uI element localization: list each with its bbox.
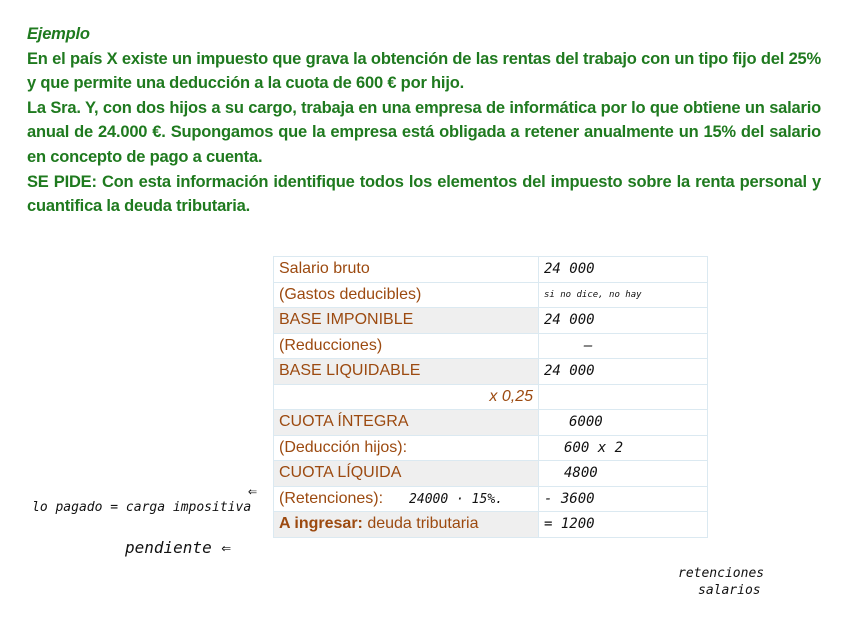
arrow-annotation: ⇐ — [248, 482, 258, 500]
row-label: CUOTA LÍQUIDA — [273, 460, 539, 487]
deuda-label: deuda tributaria — [362, 515, 479, 533]
row-value: = 1200 — [538, 511, 708, 538]
table-row: (Reducciones) — — [273, 332, 708, 359]
row-value: 24 000 — [538, 307, 708, 334]
retenciones-label: (Retenciones): — [279, 489, 384, 507]
row-value: — — [538, 332, 708, 359]
lo-pagado-note: lo pagado = carga impositiva — [32, 500, 252, 515]
row-value: 600 x 2 — [538, 434, 708, 461]
row-value — [538, 383, 708, 410]
tax-table: Salario bruto 24 000 (Gastos deducibles) s… — [273, 256, 708, 538]
table-row: Salario bruto 24 000 — [273, 256, 708, 283]
table-row: (Retenciones): 24000 · 15%. - 3600 — [273, 485, 708, 512]
retenciones-annotation: retenciones — [678, 566, 765, 581]
row-value: 24 000 — [538, 256, 708, 283]
table-row: CUOTA ÍNTEGRA 6000 — [273, 409, 708, 436]
table-row: A ingresar: deuda tributaria = 1200 — [273, 511, 708, 538]
row-label: (Gastos deducibles) — [273, 281, 539, 308]
row-label: (Retenciones): 24000 · 15%. — [273, 485, 539, 512]
row-value: 24 000 — [538, 358, 708, 385]
table-row: (Deducción hijos): 600 x 2 — [273, 434, 708, 461]
table-row: CUOTA LÍQUIDA 4800 — [273, 460, 708, 487]
salarios-annotation: salarios — [698, 583, 761, 598]
pendiente-note: pendiente ⇐ — [125, 538, 231, 557]
se-pide-label: SE PIDE: — [27, 172, 97, 191]
a-ingresar-label: A ingresar: — [279, 515, 363, 533]
row-label: BASE LIQUIDABLE — [273, 358, 539, 385]
paragraph-1: En el país X existe un impuesto que grav… — [27, 49, 821, 93]
row-label: A ingresar: deuda tributaria — [273, 511, 539, 538]
row-value: 6000 — [538, 409, 708, 436]
row-label: x 0,25 — [273, 383, 539, 410]
row-label: (Reducciones) — [273, 332, 539, 359]
row-value: si no dice, no hay — [538, 281, 708, 308]
paragraph-2: La Sra. Y, con dos hijos a su cargo, tra… — [27, 98, 821, 166]
row-label: Salario bruto — [273, 256, 539, 283]
example-title: Ejemplo — [27, 25, 90, 43]
table-row: x 0,25 — [273, 383, 708, 410]
problem-statement: Ejemplo En el país X existe un impuesto … — [27, 22, 821, 219]
row-label: BASE IMPONIBLE — [273, 307, 539, 334]
retenciones-note: 24000 · 15%. — [409, 491, 503, 507]
se-pide-text: Con esta información identifique todos l… — [27, 172, 821, 216]
table-row: BASE IMPONIBLE 24 000 — [273, 307, 708, 334]
row-value: - 3600 — [538, 485, 708, 512]
table-row: BASE LIQUIDABLE 24 000 — [273, 358, 708, 385]
row-value: 4800 — [538, 460, 708, 487]
paragraph-3: SE PIDE: Con esta información identifiqu… — [27, 170, 821, 219]
table-row: (Gastos deducibles) si no dice, no hay — [273, 281, 708, 308]
row-label: (Deducción hijos): — [273, 434, 539, 461]
row-label: CUOTA ÍNTEGRA — [273, 409, 539, 436]
